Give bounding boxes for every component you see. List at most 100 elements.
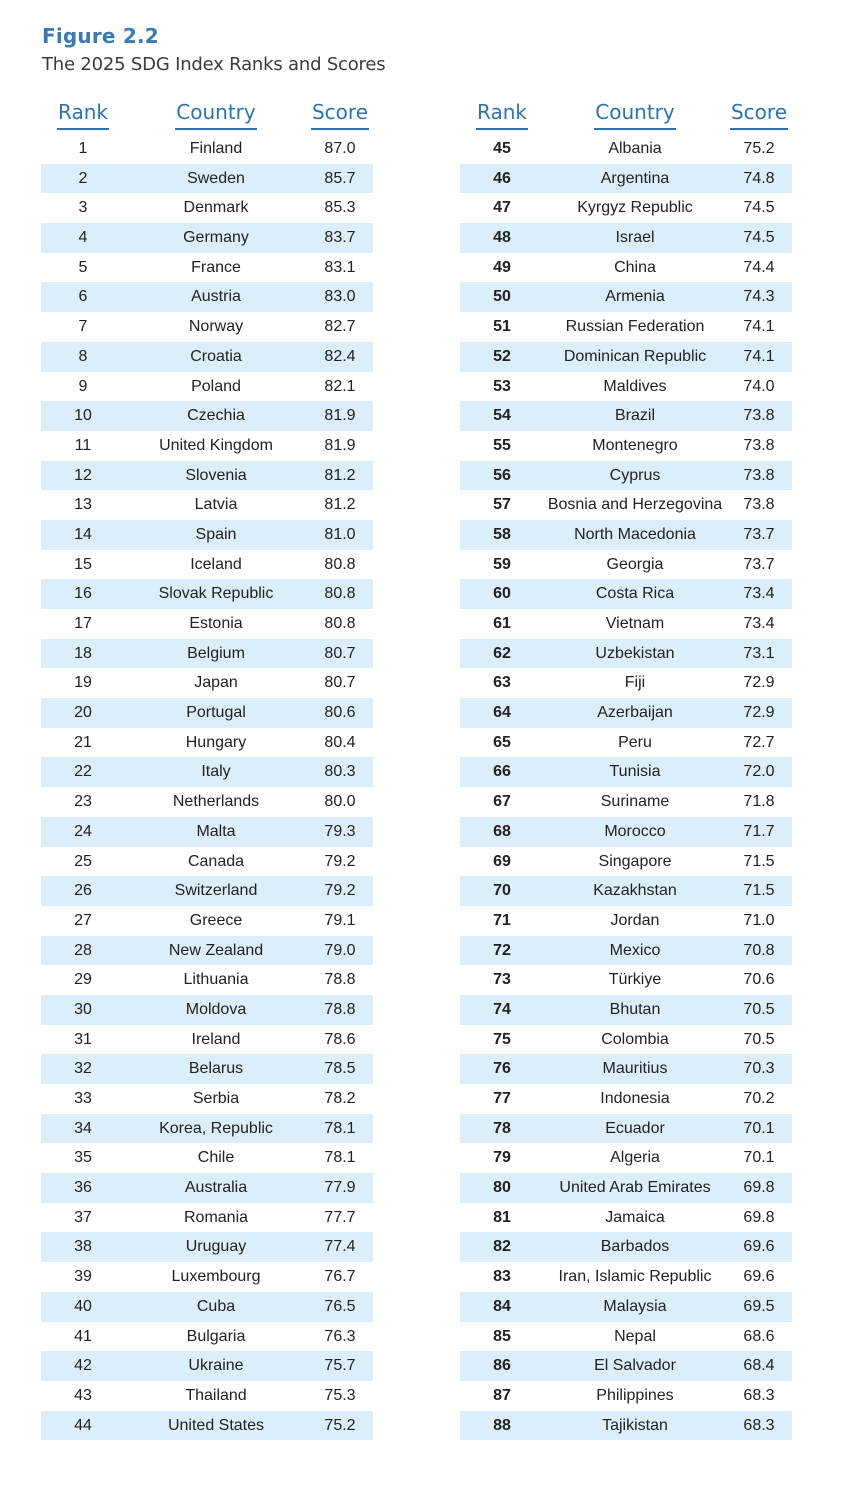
table-row: 60 Costa Rica 73.4: [460, 579, 792, 609]
rank-cell: 47: [493, 199, 511, 217]
score-cell: 73.7: [743, 555, 775, 573]
table-row: 50 Armenia 74.3: [460, 282, 792, 313]
country-cell: Finland: [189, 140, 243, 157]
rank-cell: 30: [74, 1000, 92, 1018]
country-cell: Japan: [194, 674, 238, 692]
table-row: 14 Spain 81.0: [41, 519, 373, 550]
rank-cell: 40: [74, 1297, 92, 1315]
rank-cell: 50: [493, 288, 511, 306]
score-cell: 74.3: [743, 288, 775, 306]
rank-cell: 58: [493, 525, 511, 543]
country-cell: Canada: [187, 852, 245, 870]
figure-label: Figure 2.2: [42, 24, 159, 48]
score-cell: 70.5: [743, 1000, 775, 1018]
rank-cell: 43: [74, 1386, 92, 1404]
rank-cell: 64: [493, 704, 511, 722]
rank-cell: 87: [493, 1386, 511, 1404]
score-cell: 83.0: [324, 288, 356, 306]
score-cell: 73.4: [743, 585, 775, 603]
country-cell: France: [191, 258, 241, 276]
rank-cell: 36: [74, 1179, 92, 1197]
score-cell: 69.5: [743, 1297, 775, 1315]
country-cell: Cuba: [196, 1297, 236, 1315]
table-row: 66 Tunisia 72.0: [460, 757, 792, 788]
score-cell: 71.8: [743, 793, 775, 811]
table-row: 84 Malaysia 69.5: [460, 1291, 792, 1322]
table-row: 39 Luxembourg 76.7: [41, 1262, 373, 1292]
rank-cell: 86: [493, 1357, 511, 1375]
table-row: 57 Bosnia and Herzegovina 73.8: [460, 490, 792, 520]
country-cell: Morocco: [604, 822, 666, 840]
table-row: 41 Bulgaria 76.3: [41, 1322, 373, 1352]
table-row: 6 Austria 83.0: [41, 282, 373, 313]
rank-cell: 51: [493, 318, 511, 336]
table-row: 13 Latvia 81.2: [41, 490, 373, 520]
table-row: 64 Azerbaijan 72.9: [460, 698, 792, 728]
country-cell: Greece: [189, 911, 243, 929]
score-cell: 72.9: [743, 674, 775, 692]
table-row: 81 Jamaica 69.8: [460, 1203, 792, 1233]
table-row: 18 Belgium 80.7: [41, 638, 373, 669]
rank-cell: 57: [493, 496, 511, 514]
rank-cell: 28: [74, 941, 92, 959]
table-row: 65 Peru 72.7: [460, 728, 792, 758]
score-cell: 80.4: [324, 733, 356, 751]
score-cell: 68.3: [743, 1416, 775, 1434]
table-row: 83 Iran, Islamic Republic 69.6: [460, 1262, 792, 1292]
table-row: 68 Morocco 71.7: [460, 816, 792, 847]
rank-cell: 27: [74, 911, 92, 929]
table-row: 7 Norway 82.7: [41, 312, 373, 342]
score-cell: 70.6: [743, 971, 775, 989]
country-cell: Albania: [608, 140, 662, 157]
country-cell: North Macedonia: [574, 525, 696, 543]
score-cell: 81.0: [324, 525, 356, 543]
table-row: 59 Georgia 73.7: [460, 550, 792, 580]
country-cell: United States: [167, 1416, 265, 1434]
country-cell: Slovak Republic: [158, 585, 274, 603]
table-row: 70 Kazakhstan 71.5: [460, 876, 792, 906]
country-cell: Uruguay: [185, 1238, 247, 1256]
table-row: 15 Iceland 80.8: [41, 550, 373, 580]
rank-cell: 76: [493, 1060, 511, 1078]
score-cell: 80.3: [324, 763, 356, 781]
rank-cell: 83: [493, 1268, 511, 1286]
rank-cell: 68: [493, 822, 511, 840]
table-row: 17 Estonia 80.8: [41, 609, 373, 639]
country-cell: Netherlands: [172, 793, 260, 811]
score-cell: 80.8: [324, 615, 356, 632]
rank-cell: 39: [74, 1268, 92, 1286]
table-row: 73 Türkiye 70.6: [460, 965, 792, 995]
country-cell: Kazakhstan: [593, 882, 677, 900]
table-row: 74 Bhutan 70.5: [460, 994, 792, 1025]
rank-cell: 3: [78, 199, 88, 217]
table-row: 51 Russian Federation 74.1: [460, 312, 792, 342]
rank-cell: 72: [493, 941, 511, 959]
table-row: 22 Italy 80.3: [41, 757, 373, 788]
table-row: 76 Mauritius 70.3: [460, 1054, 792, 1084]
rank-cell: 63: [493, 674, 511, 692]
country-cell: Kyrgyz Republic: [577, 199, 693, 217]
table-row: 21 Hungary 80.4: [41, 728, 373, 758]
country-cell: Estonia: [189, 615, 243, 632]
rank-cell: 6: [78, 288, 88, 306]
table-row: 1 Finland 87.0: [41, 134, 373, 164]
country-cell: El Salvador: [594, 1357, 676, 1375]
score-cell: 73.8: [743, 436, 775, 454]
score-cell: 77.7: [324, 1208, 356, 1226]
score-cell: 69.6: [743, 1268, 775, 1286]
country-cell: Nepal: [614, 1327, 656, 1345]
rank-cell: 61: [493, 615, 511, 632]
country-cell: Portugal: [186, 704, 246, 722]
rank-cell: 46: [493, 169, 511, 187]
table-body: 45 Albania 75.2 46 Argentina 74.8 47 Kyrgyz Rep…: [460, 134, 792, 1441]
score-cell: 72.9: [743, 704, 775, 722]
country-cell: Bhutan: [609, 1000, 661, 1018]
country-cell: Brazil: [614, 407, 655, 425]
country-cell: Tunisia: [609, 763, 661, 781]
ranking-table-right: Rank Country Score 45 Albania 75.2 46 Argent…: [460, 96, 792, 1441]
score-cell: 74.5: [743, 199, 775, 217]
rank-cell: 74: [493, 1000, 511, 1018]
table-row: 86 El Salvador 68.4: [460, 1351, 792, 1381]
table-row: 79 Algeria 70.1: [460, 1143, 792, 1173]
country-cell: Luxembourg: [171, 1268, 261, 1286]
